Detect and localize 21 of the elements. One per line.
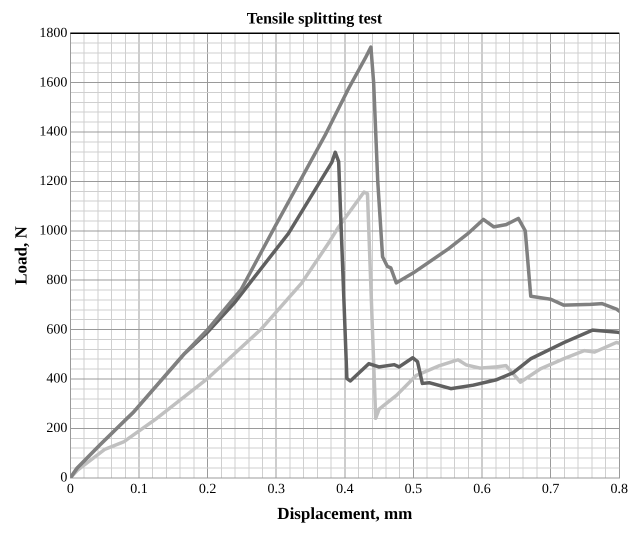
y-tick-label: 400 (46, 372, 68, 387)
x-tick-label: 0.8 (610, 482, 628, 497)
y-tick-label: 1000 (39, 223, 68, 238)
y-tick-label: 1400 (39, 124, 68, 140)
y-tick-label: 1200 (39, 174, 68, 190)
x-axis-title: Displacement, mm (277, 504, 412, 524)
y-tick-label: 200 (46, 421, 68, 436)
x-tick-label: 0.1 (130, 482, 148, 497)
x-tick-label: 0.4 (336, 482, 354, 497)
x-tick-label: 0.2 (198, 482, 216, 497)
x-tick-label: 0.5 (404, 482, 422, 497)
chart-title: Tensile splitting test (246, 10, 383, 28)
y-tick-label: 800 (46, 272, 68, 288)
x-tick-label: 0.3 (267, 482, 285, 497)
y-axis-title: Load, N (12, 225, 31, 285)
y-tick-label: 600 (46, 322, 68, 338)
x-tick-label: 0.6 (473, 482, 491, 497)
y-tick-label: 1600 (39, 75, 68, 90)
y-tick-label: 0 (60, 470, 68, 486)
y-tick-label: 1800 (39, 26, 68, 41)
x-tick-label: 0.7 (542, 482, 560, 497)
